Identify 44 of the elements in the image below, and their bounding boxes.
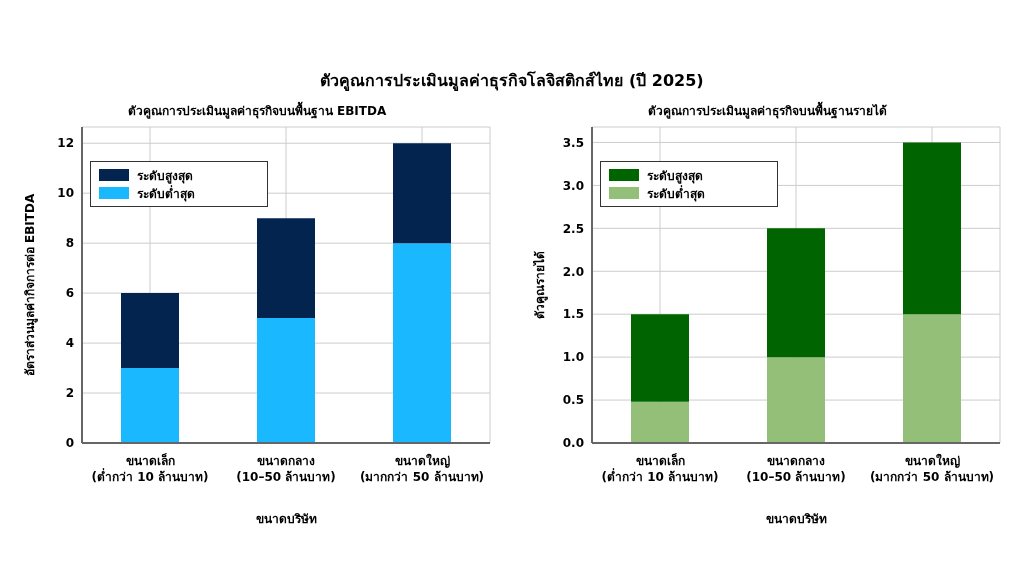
y-tick-label: 2.0: [562, 264, 584, 279]
y-tick-label: 6: [65, 286, 74, 301]
x-axis-title: ขนาดบริษัท: [255, 512, 317, 526]
x-tick-label: ขนาดใหญ่ (มากกว่า 50 ล้านบาท): [869, 453, 995, 484]
y-tick-label: 2.5: [562, 221, 584, 236]
bar: [631, 314, 689, 402]
x-tick-label: ขนาดเล็ก (ต่ำกว่า 10 ล้านบาท): [91, 453, 209, 484]
bar: [767, 228, 825, 358]
chart-title: ตัวคูณการประเมินมูลค่าธุรกิจบนพื้นฐาน EBITDA: [126, 101, 388, 119]
text: ตัวคูณการประเมินมูลค่าธุรกิจโลจิสติกส์ไทย (ปี 2025): [319, 70, 705, 93]
y-tick-label: 3.0: [562, 178, 584, 193]
y-tick-label: 10: [57, 186, 74, 201]
y-tick-label: 1.5: [562, 307, 584, 322]
bar: [121, 368, 179, 443]
chart-title: ตัวคูณการประเมินมูลค่าธุรกิจบนพื้นฐานรายได้: [646, 101, 888, 119]
bar: [631, 401, 689, 443]
bar: [257, 218, 315, 319]
y-tick-label: 2: [65, 386, 74, 401]
legend-label: ระดับสูงสุด: [137, 167, 193, 184]
bar: [393, 243, 451, 443]
x-axis-title: ขนาดบริษัท: [765, 512, 827, 526]
y-tick-label: 0: [65, 436, 74, 451]
x-tick-label: ขนาดกลาง (10–50 ล้านบาท): [236, 454, 336, 484]
y-tick-label: 0.5: [562, 393, 584, 408]
bar: [393, 143, 451, 244]
y-tick-label: 12: [57, 136, 74, 151]
legend-label: ระดับต่ำสุด: [137, 183, 195, 203]
bar: [903, 142, 961, 315]
bar: [903, 314, 961, 443]
y-tick-label: 0.0: [562, 436, 584, 451]
bar: [121, 293, 179, 369]
legend-label: ระดับต่ำสุด: [647, 183, 705, 203]
y-tick-label: 4: [65, 336, 74, 351]
legend-label: ระดับสูงสุด: [647, 167, 703, 184]
y-axis-title: ตัวคูณรายได้: [532, 251, 549, 319]
y-tick-label: 1.0: [562, 350, 584, 365]
y-axis-title: อัตราส่วนมูลค่ากิจการต่อ EBITDA: [23, 193, 39, 377]
x-tick-label: ขนาดเล็ก (ต่ำกว่า 10 ล้านบาท): [601, 453, 719, 484]
x-tick-label: ขนาดใหญ่ (มากกว่า 50 ล้านบาท): [359, 453, 485, 484]
bar: [257, 318, 315, 443]
y-tick-label: 3.5: [562, 135, 584, 150]
bar: [767, 357, 825, 443]
y-tick-label: 8: [65, 236, 74, 251]
x-tick-label: ขนาดกลาง (10–50 ล้านบาท): [746, 454, 846, 484]
